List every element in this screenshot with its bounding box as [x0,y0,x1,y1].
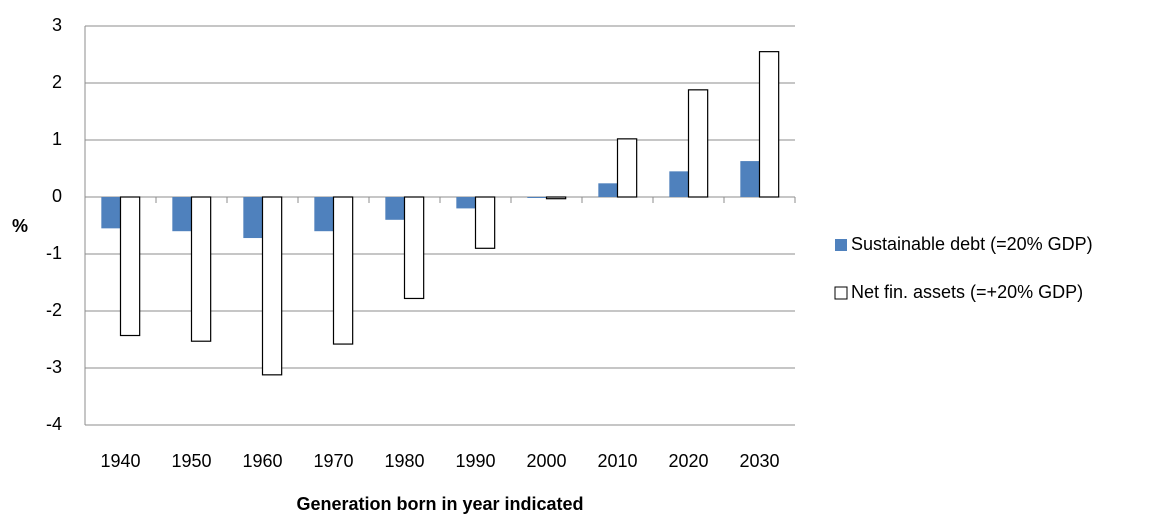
bar [243,197,263,239]
y-axis-label: % [12,216,28,236]
x-tick-label: 2000 [526,451,566,471]
bar [190,196,212,342]
bar [403,196,425,300]
bar [758,51,780,198]
bar [669,171,689,197]
bar [474,196,496,249]
x-tick-label: 1940 [100,451,140,471]
bar [385,197,405,220]
bar [101,197,121,229]
bar [687,89,709,198]
legend-swatch [834,286,848,300]
bar [456,197,476,209]
x-axis-label: Generation born in year indicated [296,494,583,514]
y-tick-label: 2 [52,72,62,92]
y-tick-label: -2 [46,300,62,320]
bar [616,138,638,198]
bar [527,197,547,198]
bar [172,197,192,232]
bar [740,161,760,197]
x-tick-label: 1950 [171,451,211,471]
x-tick-label: 2010 [597,451,637,471]
bar [332,196,354,345]
x-tick-label: 1980 [384,451,424,471]
x-tick-label: 1990 [455,451,495,471]
x-tick-label: 2020 [668,451,708,471]
bar [545,196,567,200]
x-tick-label: 2030 [739,451,779,471]
y-tick-label: -4 [46,414,62,434]
x-tick-label: 1960 [242,451,282,471]
y-tick-label: -1 [46,243,62,263]
bar [598,183,618,197]
y-tick-label: 3 [52,15,62,35]
y-tick-label: 0 [52,186,62,206]
legend-swatch [835,239,847,251]
bar [119,196,141,337]
bar [261,196,283,376]
legend-label: Net fin. assets (=+20% GDP) [851,282,1083,302]
legend-label: Sustainable debt (=20% GDP) [851,234,1093,254]
y-tick-label: -3 [46,357,62,377]
bar [314,197,334,232]
y-tick-label: 1 [52,129,62,149]
x-tick-label: 1970 [313,451,353,471]
